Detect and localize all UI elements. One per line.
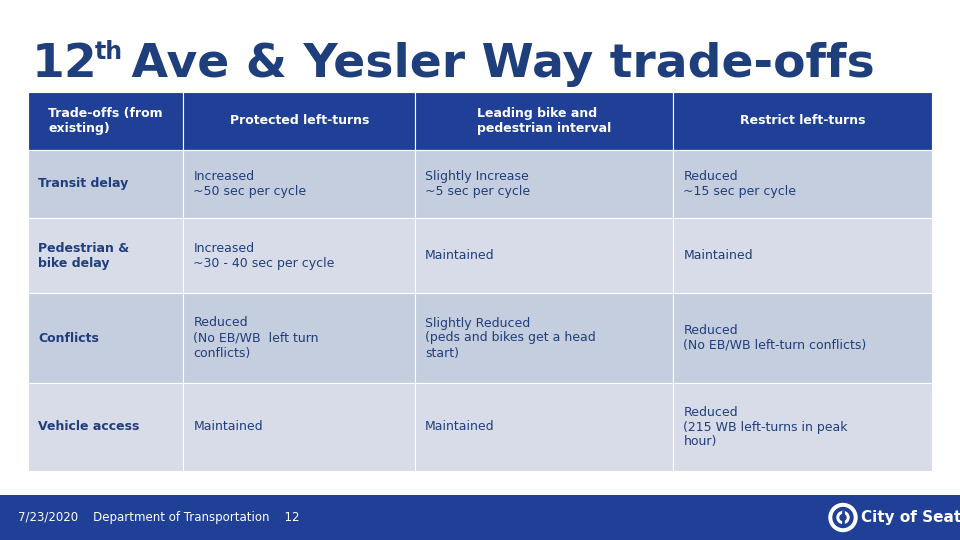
Bar	[674, 150, 932, 218]
Bar	[0, 495, 960, 540]
Bar	[28, 293, 183, 383]
Text: Maintained: Maintained	[425, 421, 494, 434]
Bar	[415, 92, 674, 150]
Bar	[28, 150, 183, 218]
Bar	[28, 92, 183, 150]
Bar	[415, 383, 674, 471]
Text: 7/23/2020    Department of Transportation    12: 7/23/2020 Department of Transportation 1…	[18, 511, 300, 524]
Bar	[415, 293, 674, 383]
Text: Conflicts: Conflicts	[38, 332, 99, 345]
Text: Reduced
~15 sec per cycle: Reduced ~15 sec per cycle	[684, 170, 797, 198]
Circle shape	[837, 511, 849, 523]
Text: Reduced
(No EB/WB left-turn conflicts): Reduced (No EB/WB left-turn conflicts)	[684, 324, 867, 352]
Bar	[183, 218, 415, 293]
Bar	[415, 218, 674, 293]
Bar	[674, 218, 932, 293]
Text: Pedestrian &
bike delay: Pedestrian & bike delay	[38, 241, 130, 269]
Text: Ave & Yesler Way trade-offs: Ave & Yesler Way trade-offs	[115, 42, 875, 87]
Text: Increased
~50 sec per cycle: Increased ~50 sec per cycle	[194, 170, 306, 198]
Text: Maintained: Maintained	[684, 249, 753, 262]
Text: Reduced
(No EB/WB  left turn
conflicts): Reduced (No EB/WB left turn conflicts)	[194, 316, 319, 360]
Text: Leading bike and
pedestrian interval: Leading bike and pedestrian interval	[477, 107, 612, 135]
Text: Slightly Increase
~5 sec per cycle: Slightly Increase ~5 sec per cycle	[425, 170, 530, 198]
Circle shape	[829, 503, 857, 531]
Bar	[183, 293, 415, 383]
Text: 12: 12	[32, 42, 98, 87]
Circle shape	[833, 508, 853, 528]
Text: Slightly Reduced
(peds and bikes get a head
start): Slightly Reduced (peds and bikes get a h…	[425, 316, 595, 360]
Text: th: th	[95, 40, 123, 64]
Bar	[28, 218, 183, 293]
Bar	[183, 383, 415, 471]
Bar	[183, 150, 415, 218]
Text: Trade-offs (from
existing): Trade-offs (from existing)	[48, 107, 163, 135]
Text: Reduced
(215 WB left-turns in peak
hour): Reduced (215 WB left-turns in peak hour)	[684, 406, 848, 449]
Text: Maintained: Maintained	[425, 249, 494, 262]
Circle shape	[840, 515, 846, 521]
Bar	[674, 293, 932, 383]
Bar	[28, 383, 183, 471]
Bar	[674, 383, 932, 471]
Bar	[415, 150, 674, 218]
Text: City of Seattle: City of Seattle	[861, 510, 960, 525]
Text: Protected left-turns: Protected left-turns	[229, 114, 369, 127]
Text: Transit delay: Transit delay	[38, 178, 129, 191]
Text: Increased
~30 - 40 sec per cycle: Increased ~30 - 40 sec per cycle	[194, 241, 335, 269]
Bar	[674, 92, 932, 150]
Text: Vehicle access: Vehicle access	[38, 421, 139, 434]
Text: Restrict left-turns: Restrict left-turns	[740, 114, 866, 127]
Bar	[183, 92, 415, 150]
Text: Maintained: Maintained	[194, 421, 263, 434]
